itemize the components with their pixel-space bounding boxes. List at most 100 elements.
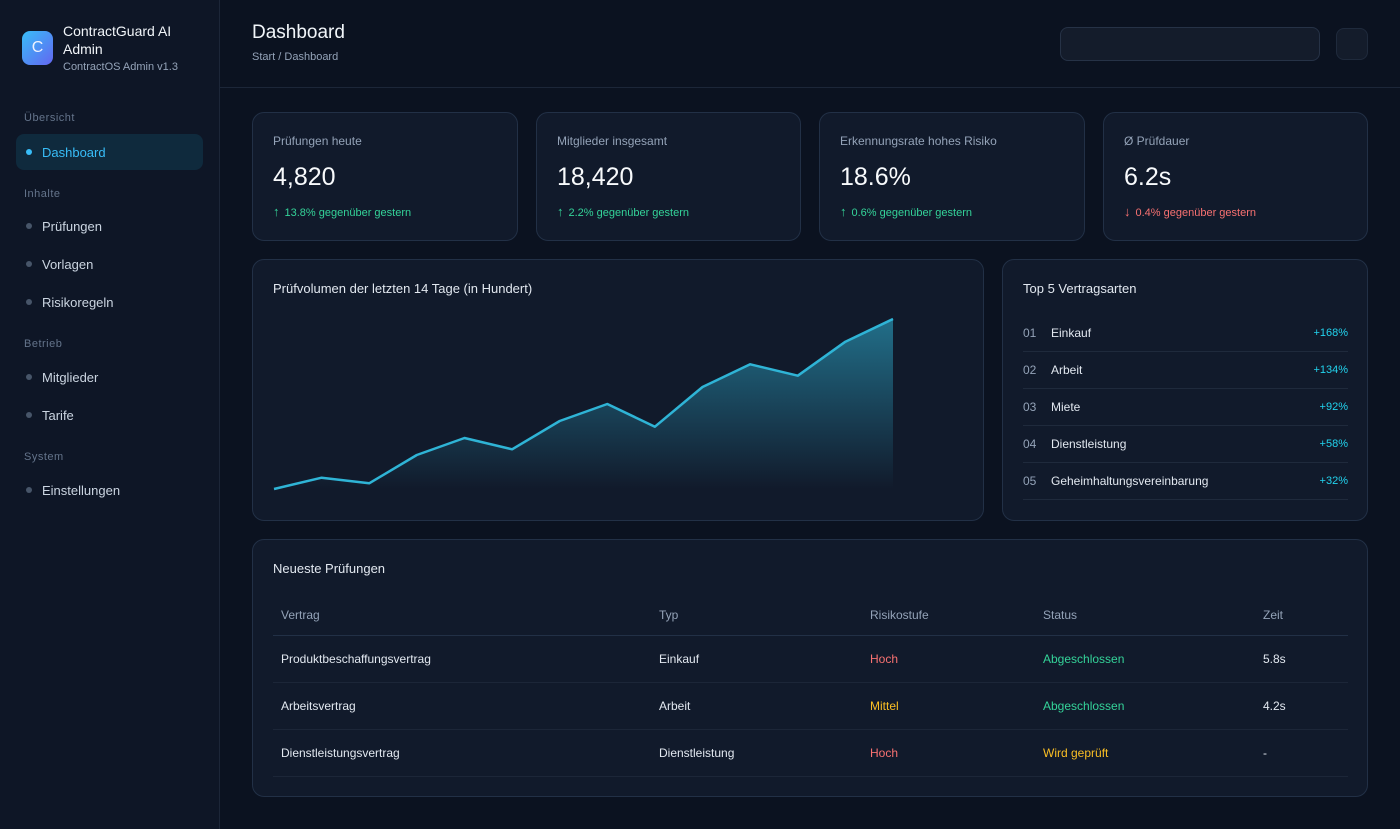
- sidebar-item-mitglieder[interactable]: Mitglieder: [16, 359, 203, 395]
- cell-type: Dienstleistung: [651, 729, 862, 777]
- sidebar-item-tarife[interactable]: Tarife: [16, 397, 203, 433]
- rank: 04: [1023, 437, 1037, 451]
- cell-status: Abgeschlossen: [1035, 682, 1255, 730]
- top-types-title: Top 5 Vertragsarten: [1023, 281, 1137, 296]
- type-growth: +134%: [1313, 364, 1348, 376]
- table-row[interactable]: Produktbeschaffungsvertrag Einkauf Hoch …: [273, 635, 1348, 683]
- list-item[interactable]: 05 Geheimhaltungsvereinbarung +32%: [1023, 463, 1348, 500]
- table-row[interactable]: Dienstleistungsvertrag Dienstleistung Ho…: [273, 729, 1348, 777]
- arrow-down-icon: ↓: [1124, 204, 1131, 219]
- volume-chart: [273, 317, 894, 491]
- brand[interactable]: C ContractGuard AI Admin ContractOS Admi…: [22, 22, 203, 73]
- section-label-system: System: [24, 451, 64, 463]
- cell-risk: Hoch: [862, 729, 1035, 777]
- nav-dot-icon: [26, 299, 32, 305]
- type-growth: +32%: [1319, 475, 1348, 487]
- column-header-vertrag[interactable]: Vertrag: [273, 595, 651, 636]
- cell-time: 4.2s: [1255, 682, 1348, 730]
- nav-dot-icon: [26, 374, 32, 380]
- arrow-up-icon: ↑: [273, 204, 280, 219]
- stat-label: Erkennungsrate hohes Risiko: [840, 134, 997, 148]
- recent-checks-table: Vertrag Typ Risikostufe Status Zeit Prod…: [273, 595, 1348, 777]
- stat-label: Ø Prüfdauer: [1124, 134, 1190, 148]
- page-title: Dashboard: [252, 22, 345, 43]
- type-growth: +58%: [1319, 438, 1348, 450]
- cell-time: 5.8s: [1255, 635, 1348, 683]
- stat-label: Mitglieder insgesamt: [557, 134, 668, 148]
- cell-contract: Produktbeschaffungsvertrag: [273, 635, 651, 683]
- stat-delta: ↑ 13.8% gegenüber gestern: [273, 204, 412, 219]
- type-growth: +168%: [1313, 327, 1348, 339]
- sidebar-item-einstellungen[interactable]: Einstellungen: [16, 472, 203, 508]
- sidebar-item-vorlagen[interactable]: Vorlagen: [16, 246, 203, 282]
- brand-subtitle: ContractOS Admin v1.3: [63, 61, 178, 73]
- recent-checks-card: Neueste Prüfungen Vertrag Typ Risikostuf…: [252, 539, 1368, 797]
- section-label-betrieb: Betrieb: [24, 338, 63, 350]
- sidebar-item-label: Risikoregeln: [42, 294, 114, 310]
- column-header-risikostufe[interactable]: Risikostufe: [862, 595, 1035, 636]
- stat-value: 18.6%: [840, 163, 911, 191]
- nav-dot-icon: [26, 261, 32, 267]
- arrow-up-icon: ↑: [840, 204, 847, 219]
- rank: 05: [1023, 474, 1037, 488]
- section-label-uebersicht: Übersicht: [24, 112, 75, 124]
- sidebar: C ContractGuard AI Admin ContractOS Admi…: [0, 0, 220, 829]
- cell-time: -: [1255, 729, 1348, 777]
- nav-dot-icon: [26, 149, 32, 155]
- cell-contract: Arbeitsvertrag: [273, 682, 651, 730]
- chart-card: Prüfvolumen der letzten 14 Tage (in Hund…: [252, 259, 984, 521]
- cell-type: Arbeit: [651, 682, 862, 730]
- cell-type: Einkauf: [651, 635, 862, 683]
- stat-value: 4,820: [273, 163, 336, 191]
- stat-card-mitglieder: Mitglieder insgesamt 18,420 ↑ 2.2% gegenü…: [536, 112, 801, 241]
- type-name: Einkauf: [1051, 326, 1092, 340]
- rank: 01: [1023, 326, 1037, 340]
- list-item[interactable]: 02 Arbeit +134%: [1023, 352, 1348, 389]
- stat-delta: ↓ 0.4% gegenüber gestern: [1124, 204, 1256, 219]
- chart-series-line: [273, 317, 894, 491]
- list-item[interactable]: 04 Dienstleistung +58%: [1023, 426, 1348, 463]
- sidebar-item-label: Vorlagen: [42, 256, 94, 272]
- brand-name: ContractGuard AI Admin: [63, 23, 172, 57]
- sidebar-item-label: Mitglieder: [42, 369, 99, 385]
- cell-risk: Hoch: [862, 635, 1035, 683]
- cell-status: Wird geprüft: [1035, 729, 1255, 777]
- breadcrumb[interactable]: Start / Dashboard: [252, 51, 339, 63]
- nav-dot-icon: [26, 223, 32, 229]
- arrow-up-icon: ↑: [557, 204, 564, 219]
- type-name: Arbeit: [1051, 363, 1083, 377]
- section-label-inhalte: Inhalte: [24, 188, 61, 200]
- column-header-zeit[interactable]: Zeit: [1255, 595, 1348, 636]
- rank: 02: [1023, 363, 1037, 377]
- cell-risk: Mittel: [862, 682, 1035, 730]
- sidebar-item-label: Prüfungen: [42, 218, 102, 234]
- user-menu-button[interactable]: [1336, 28, 1368, 60]
- nav-dot-icon: [26, 412, 32, 418]
- top-types-card: Top 5 Vertragsarten 01 Einkauf +168% 02 …: [1002, 259, 1368, 521]
- list-item[interactable]: 01 Einkauf +168%: [1023, 315, 1348, 352]
- type-name: Dienstleistung: [1051, 437, 1127, 451]
- list-item[interactable]: 03 Miete +92%: [1023, 389, 1348, 426]
- type-name: Geheimhaltungsvereinbarung: [1051, 474, 1209, 488]
- table-row[interactable]: Arbeitsvertrag Arbeit Mittel Abgeschloss…: [273, 682, 1348, 730]
- recent-checks-title: Neueste Prüfungen: [273, 561, 386, 576]
- column-header-typ[interactable]: Typ: [651, 595, 862, 636]
- sidebar-item-label: Dashboard: [42, 144, 106, 160]
- stat-label: Prüfungen heute: [273, 134, 362, 148]
- top-types-list: 01 Einkauf +168% 02 Arbeit +134% 03 Miet…: [1023, 315, 1348, 500]
- stat-delta: ↑ 0.6% gegenüber gestern: [840, 204, 972, 219]
- stat-value: 6.2s: [1124, 163, 1172, 191]
- stat-value: 18,420: [557, 163, 634, 191]
- topbar: Dashboard Start / Dashboard: [220, 0, 1400, 88]
- sidebar-item-risikoregeln[interactable]: Risikoregeln: [16, 284, 203, 320]
- stat-card-pruefungen-heute: Prüfungen heute 4,820 ↑ 13.8% gegenüber g…: [252, 112, 518, 241]
- sidebar-item-label: Einstellungen: [42, 482, 121, 498]
- sidebar-item-dashboard[interactable]: Dashboard: [16, 134, 203, 170]
- column-header-status[interactable]: Status: [1035, 595, 1255, 636]
- sidebar-item-label: Tarife: [42, 407, 74, 423]
- search-input[interactable]: [1060, 27, 1320, 61]
- nav-dot-icon: [26, 487, 32, 493]
- cell-contract: Dienstleistungsvertrag: [273, 729, 651, 777]
- stat-delta: ↑ 2.2% gegenüber gestern: [557, 204, 689, 219]
- sidebar-item-pruefungen[interactable]: Prüfungen: [16, 208, 203, 244]
